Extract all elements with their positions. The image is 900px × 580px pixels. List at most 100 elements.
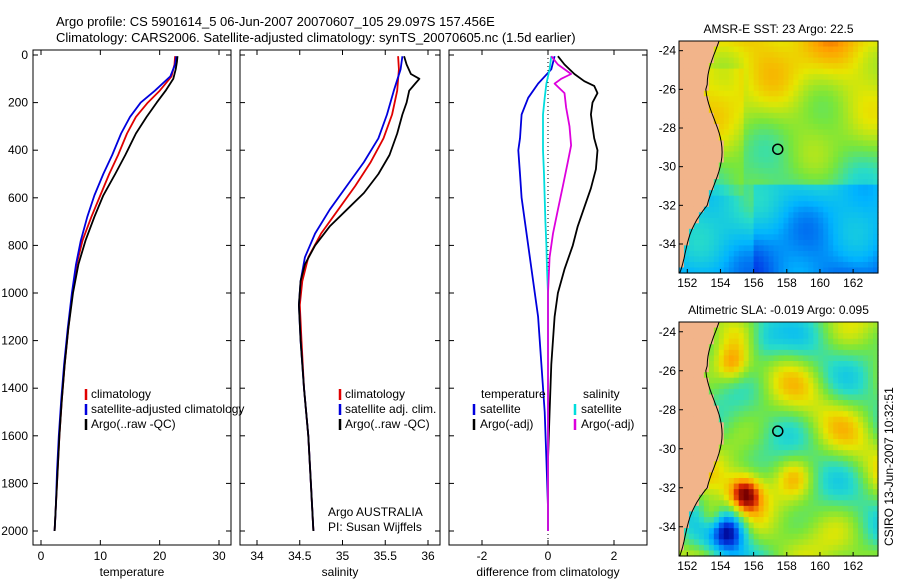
sla-map-cell (833, 522, 839, 529)
sla-map-cell (863, 483, 869, 490)
sst-map-cell (768, 74, 775, 81)
sst-map-cell (838, 107, 844, 114)
sst-map-cell (698, 85, 705, 92)
sst-map-cell (833, 223, 839, 230)
sst-map-cell (778, 134, 785, 142)
sst-map-cell (698, 162, 705, 169)
sla-map-cell (688, 322, 695, 329)
sla-map-cell (688, 483, 695, 490)
sla-map-cell (868, 355, 874, 362)
sla-map-cell (868, 439, 874, 446)
sst-map-cell (838, 74, 844, 81)
sst-map-cell (733, 223, 740, 230)
sst-map-cell (743, 223, 750, 230)
sst-map-cell (733, 261, 740, 269)
sla-map-cell (778, 355, 785, 362)
sla-map-cell (788, 416, 795, 423)
sla-map-cell (748, 505, 755, 513)
sla-map-cell (698, 544, 705, 552)
sla-map-cell (783, 322, 790, 329)
sst-map-cell (723, 134, 730, 142)
sla-map-cell (863, 505, 869, 513)
sst-map-cell (868, 223, 874, 230)
sst-map-cell (838, 118, 844, 125)
sst-map-cell (843, 228, 849, 235)
sst-map-cell (718, 173, 725, 180)
sst-map-cell (858, 151, 864, 158)
sla-map-cell (858, 322, 864, 329)
sla-map-cell (688, 528, 695, 535)
sst-map-cell (803, 190, 809, 197)
sla-map-cell (713, 455, 720, 462)
sst-map-cell (823, 162, 829, 169)
sla-map-cell (853, 500, 859, 507)
sst-map-cell (853, 206, 859, 213)
sst-map-cell (838, 162, 844, 169)
sla-map-cell (733, 522, 740, 529)
sla-map-cell (748, 539, 755, 546)
sla-map-cell (748, 377, 755, 384)
sla-map-cell (838, 361, 844, 368)
sla-map-cell (808, 372, 814, 379)
sst-map-cell (758, 250, 765, 258)
sst-map-cell (728, 151, 735, 158)
sst-map-cell (688, 129, 695, 136)
sla-map-cell (843, 322, 849, 329)
sst-map-cell (723, 85, 730, 92)
sla-map-cell (783, 455, 790, 462)
sst-map-cell (768, 245, 775, 252)
sst-map-cell (778, 140, 785, 147)
sst-map-cell (768, 234, 775, 241)
sst-map-cell (803, 173, 809, 180)
sla-map-cell (788, 544, 795, 552)
sla-map-cell (708, 489, 715, 496)
sla-map-cell (833, 539, 839, 546)
sla-map-cell (778, 544, 785, 552)
sst-map-cell (683, 212, 690, 219)
sla-map-cell (833, 400, 839, 407)
sst-map-cell (818, 134, 824, 142)
sst-map-cell (843, 245, 849, 252)
sla-map-cell (838, 539, 844, 546)
sla-map-cell (813, 466, 819, 474)
sst-map-cell (703, 256, 710, 263)
sst-map-cell (788, 239, 795, 246)
sst-map-cell (753, 63, 760, 70)
sst-map-cell (738, 212, 745, 219)
sst-map-cell (703, 250, 710, 258)
sla-map-cell (863, 511, 869, 518)
sla-map-cell (838, 511, 844, 518)
sla-map-cell (848, 439, 854, 446)
sst-map-cell (753, 41, 760, 48)
sla-map-cell (679, 433, 685, 440)
sla-map-cell (833, 416, 839, 423)
sla-map-cell (773, 483, 780, 490)
sst-map-cell (698, 157, 705, 164)
sla-map-cell (733, 444, 740, 451)
sla-map-cell (688, 466, 695, 474)
sla-map-cell (848, 478, 854, 485)
sla-map-cell (813, 489, 819, 496)
sla-map-cell (873, 455, 879, 462)
sla-map-cell (803, 533, 809, 540)
sst-map-cell (743, 190, 750, 197)
sla-map-cell (703, 322, 710, 329)
sst-map-cell (798, 212, 804, 219)
sst-map-cell (818, 57, 824, 64)
sla-map-cell (748, 483, 755, 490)
sla-map-cell (753, 483, 760, 490)
sst-map-cell (873, 256, 879, 263)
sla-map-cell (738, 366, 745, 373)
sst-map-cell (818, 228, 824, 235)
sst-map-cell (723, 157, 730, 164)
sst-map-cell (718, 85, 725, 92)
sla-map-cell (763, 522, 770, 529)
difference-xtick-label: 0 (545, 549, 552, 563)
sla-map-cell (753, 416, 760, 423)
sst-map-cell (768, 107, 775, 114)
sst-map-cell (873, 151, 879, 158)
sst-map-cell (718, 79, 725, 86)
sla-map-cell (743, 489, 750, 496)
sst-map-cell (788, 129, 795, 136)
sla-map-cell (873, 383, 879, 390)
